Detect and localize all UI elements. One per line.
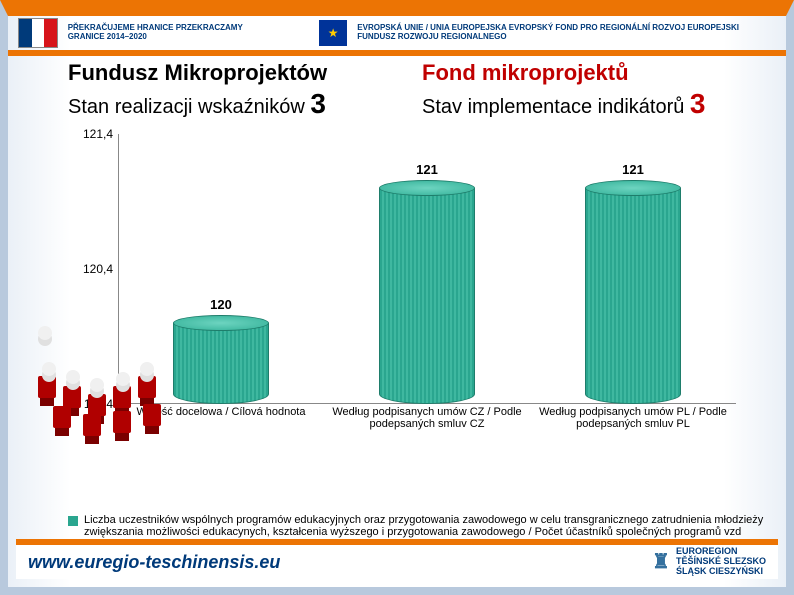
footer-logo-line3: ŚLĄSK CIESZYŃSKI	[676, 567, 766, 577]
title-left-sub-num: 3	[310, 88, 326, 119]
bar-value-label: 121	[585, 162, 681, 177]
legend-text: Liczba uczestników wspólnych programów e…	[84, 514, 766, 538]
czpl-logo-text: PŘEKRAČUJEME HRANICE PRZEKRACZAMY GRANIC…	[68, 24, 269, 42]
bar: 121	[379, 188, 475, 404]
x-label: Według podpisanych umów PL / Podle podep…	[530, 404, 736, 434]
chart-bars: 120 121 121	[118, 134, 736, 404]
y-tick: 120,4	[68, 262, 113, 276]
bar-body	[379, 188, 475, 404]
bar-body	[585, 188, 681, 404]
bar-slot: 121	[324, 134, 530, 404]
footer-url[interactable]: www.euregio-teschinensis.eu	[28, 552, 280, 573]
footer-bar: www.euregio-teschinensis.eu ♜ EUROREGION…	[16, 539, 778, 579]
chart-legend: Liczba uczestników wspólnych programów e…	[68, 514, 766, 538]
bar-value-label: 120	[173, 297, 269, 312]
bar-top	[585, 180, 681, 196]
title-right-main: Fond mikroprojektů	[422, 60, 746, 86]
title-row: Fundusz Mikroprojektów Stan realizacji w…	[8, 56, 786, 120]
audience-clipart	[28, 326, 188, 436]
title-right-sub: Stav implementace indikátorů 3	[422, 88, 746, 120]
chart-x-labels: Watość docelowa / Cílová hodnota Według …	[118, 404, 736, 434]
page-frame: PŘEKRAČUJEME HRANICE PRZEKRACZAMY GRANIC…	[0, 0, 794, 595]
title-right-sub-num: 3	[690, 88, 706, 119]
title-left-sub-prefix: Stan realizacji wskaźników	[68, 96, 305, 118]
eu-text: EVROPSKÁ UNIE / UNIA EUROPEJSKA EVROPSKÝ…	[357, 24, 776, 42]
title-left-main: Fundusz Mikroprojektów	[68, 60, 392, 86]
header-bar: PŘEKRAČUJEME HRANICE PRZEKRACZAMY GRANIC…	[8, 16, 786, 56]
castle-icon: ♜	[652, 551, 670, 573]
title-left-sub: Stan realizacji wskaźników 3	[68, 88, 392, 120]
czpl-flag	[18, 18, 58, 48]
bar-top	[379, 180, 475, 196]
footer-logo: ♜ EUROREGION TĚŠÍNSKÉ SLEZSKO ŚLĄSK CIES…	[652, 547, 766, 577]
x-label: Według podpisanych umów CZ / Podle podep…	[324, 404, 530, 434]
legend-swatch	[68, 516, 78, 526]
bar: 121	[585, 188, 681, 404]
bar-slot: 121	[530, 134, 736, 404]
bar-value-label: 121	[379, 162, 475, 177]
title-right-sub-prefix: Stav implementace indikátorů	[422, 96, 684, 118]
eu-flag-icon: ★	[319, 20, 347, 46]
y-tick: 121,4	[68, 127, 113, 141]
